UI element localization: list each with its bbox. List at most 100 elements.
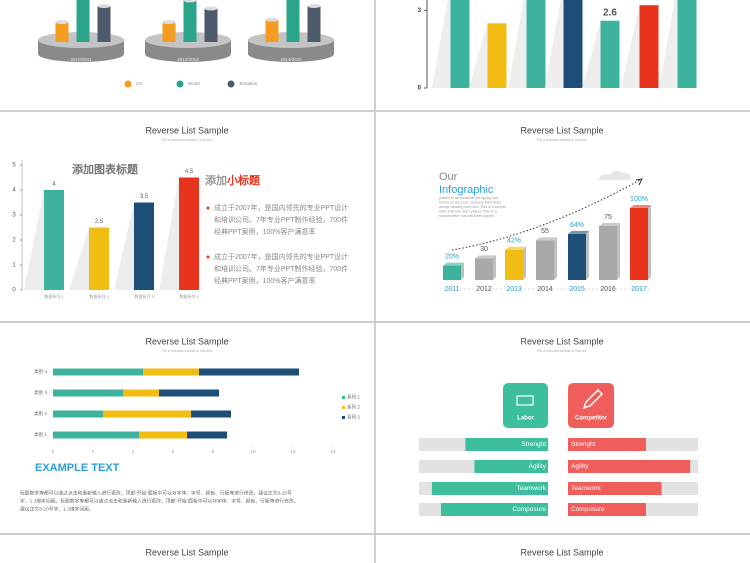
x-tick-label: 2012 [476,286,492,293]
slide-title: Reverse List Sample [145,547,228,557]
skill-label: Composure [571,506,605,513]
bar-segment [191,410,231,418]
info-heading: Our [439,171,458,183]
icon-glyph [516,395,534,406]
bar-segment [103,410,191,418]
category-label: 类别 1 [34,431,47,438]
legend-label: 系列 1 [347,394,360,401]
x-tick-label: 2016 [600,286,616,293]
bar-shadow [469,23,488,89]
bar-top [568,230,589,234]
bar [44,190,64,290]
y-tick-label: 0 [12,288,16,294]
y-tick-label: 3 [12,213,16,219]
bar [475,258,493,280]
bar [639,5,659,89]
bar-shadow [508,0,527,88]
category-label: 类别 3 [34,389,47,396]
bar [536,240,554,280]
bar-segment [53,431,139,439]
info-text: placed to demonstrate the typing font [439,196,498,200]
slide-title: Reverse List Sample [145,336,228,346]
bar [89,227,109,290]
y-tick-label: 1 [12,263,16,269]
paragraph-line: 成立于2007年，是国内领先的专业PPT设计 [214,203,348,212]
value-label: 42% [507,238,521,245]
bar-shadow [114,202,134,290]
cylinder [55,22,69,42]
bar-side [493,255,496,280]
x-tick-label: 2 [92,449,95,454]
bar-shadow [621,5,640,89]
bullet [206,206,210,210]
category-label: 类别 2 [34,410,47,417]
skill-bar [568,482,662,495]
x-tick-label: 4 [132,449,135,454]
value-label: 4 [52,182,56,188]
value-label: 2.5 [95,219,104,225]
icon-label: Competitor [575,416,608,422]
value-label: 4.5 [185,169,194,175]
heading-part: 添加 [205,173,227,187]
x-tick-label: 数据系列 4 [179,293,199,299]
dynamic-content: 2010/2011 2012/2013 2014/2015 CS World Tentat… [12,0,698,516]
bar-segment [199,368,299,376]
bar-top [536,237,557,241]
legend-dot [227,80,235,88]
slide-title: Reverse List Sample [520,547,603,557]
bar [443,265,461,280]
value-label: 3.5 [140,194,149,200]
y-tick-label: 5 [12,163,16,169]
platform [145,46,231,62]
bar [563,0,583,88]
slide-subtitle: Put a relevant subtitle in this line [537,138,587,142]
bar [526,0,546,88]
sub-heading: 添加小标题 [205,173,261,187]
chart-title: 添加图表标题 [72,162,139,176]
bar [568,233,586,280]
skill-bar [474,460,548,473]
y-tick-label: 0 [418,86,422,92]
x-tick-label: 数据系列 2 [89,293,109,299]
x-tick-label: 14 [330,449,336,454]
cylinder [307,6,321,42]
cylinder [265,19,279,42]
cylinder [76,0,90,42]
x-tick-label: 数据系列 1 [44,293,64,299]
paragraph-line: 经典PPT案例，100%客户满意率 [214,227,316,236]
info-text: sample letter that has been placed [439,214,494,218]
skill-label: Composure [512,506,546,513]
x-tick-label: 2011 [444,286,459,293]
info-text: design heading text here. This is a samp… [439,205,506,209]
value-label: 64% [570,222,584,229]
bar-shadow [432,0,451,88]
cylinder [286,0,300,42]
paragraph-line: 和培训公司。7年专业PPT制作经验，700件 [214,264,348,273]
skill-bar [440,503,548,516]
bar [450,0,470,88]
platform [248,46,334,62]
x-tick-label: 12 [290,449,296,454]
bar-top [599,223,620,226]
skill-label: Agility [571,463,589,470]
legend-label: 系列 2 [347,404,360,411]
bullet [206,255,210,259]
bar [630,208,648,280]
skill-bar [568,438,646,451]
bar-shadow [24,190,44,290]
bar [134,202,154,290]
skill-label: Agility [529,463,547,470]
y-tick-label: 3 [418,8,422,14]
x-tick-label: 2013 [506,286,522,293]
legend-dot [176,80,184,88]
cylinder-top [265,17,279,22]
bar-side [648,205,651,280]
body-text: 建议正文8-10号字，1.3倍字间距。 [20,505,94,512]
example-heading: EXAMPLE TEXT [35,462,120,474]
legend-label: CS [136,81,142,86]
x-tick-label: 10 [250,449,256,454]
platform [38,46,124,62]
paragraph-line: 经典PPT案例，100%客户满意率 [214,276,316,285]
x-tick-label: 0 [52,449,55,454]
